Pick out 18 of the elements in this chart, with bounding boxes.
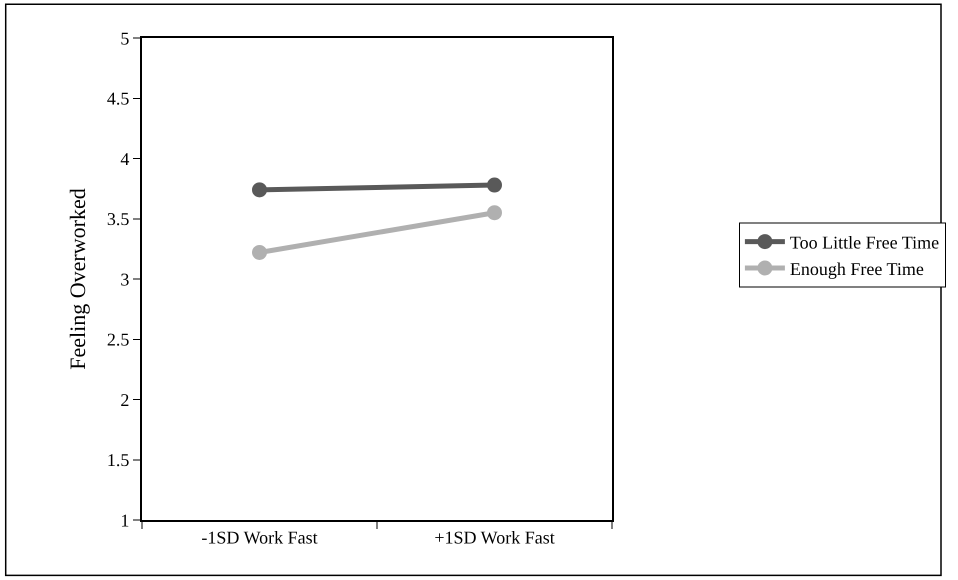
y-tick-label: 2.5 <box>106 330 130 350</box>
point <box>487 178 502 193</box>
y-tick-label: 4 <box>120 148 130 169</box>
y-tick-label: 2 <box>120 390 130 410</box>
point <box>252 182 267 198</box>
y-tick-label: 1 <box>120 510 130 530</box>
y-tick-label: 3.5 <box>106 209 130 230</box>
legend-label: Too Little Free Time <box>790 232 940 253</box>
point <box>487 205 502 220</box>
y-tick-label: 4.5 <box>106 88 130 109</box>
x-tick-label: -1SD Work Fast <box>201 528 318 548</box>
point <box>252 244 267 260</box>
x-tick-label: +1SD Work Fast <box>434 528 555 548</box>
y-axis-title: Feeling Overworked <box>65 188 90 370</box>
y-tick-label: 3 <box>120 269 130 290</box>
y-tick-label: 5 <box>120 28 130 48</box>
legend-label: Enough Free Time <box>790 259 924 280</box>
y-tick-label: 1.5 <box>106 450 130 470</box>
